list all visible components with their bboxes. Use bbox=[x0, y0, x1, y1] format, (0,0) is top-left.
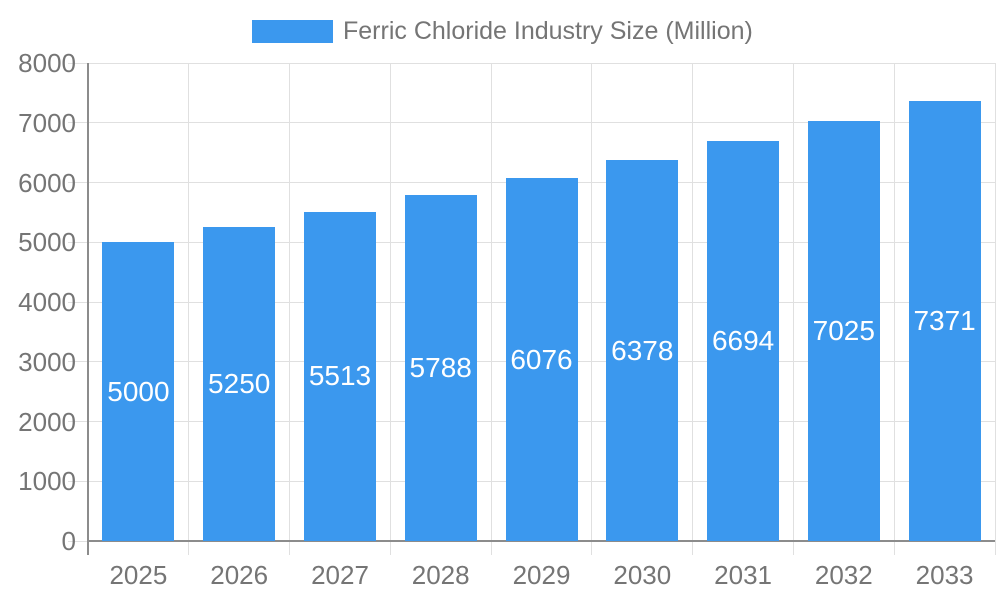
bar-value-label: 6076 bbox=[510, 343, 573, 375]
v-gridline bbox=[591, 63, 593, 555]
x-tick-label: 2032 bbox=[814, 560, 873, 590]
bar-value-label: 6694 bbox=[711, 325, 775, 356]
chart-legend: Ferric Chloride Industry Size (Million) bbox=[0, 0, 1000, 55]
v-gridline bbox=[490, 63, 492, 555]
bar-value-label: 7025 bbox=[812, 315, 875, 347]
bar[interactable] bbox=[203, 227, 276, 541]
bar[interactable] bbox=[404, 195, 477, 541]
x-axis-line bbox=[88, 540, 995, 542]
bar[interactable] bbox=[606, 159, 679, 541]
x-tick-label: 2026 bbox=[210, 560, 269, 590]
bar-value-label: 5000 bbox=[107, 375, 170, 407]
bar-value-label: 5250 bbox=[208, 368, 271, 400]
bar-value-label: 5788 bbox=[409, 352, 472, 384]
x-tick-label: 2028 bbox=[411, 560, 470, 590]
v-gridline bbox=[994, 63, 996, 555]
legend-label: Ferric Chloride Industry Size (Million) bbox=[343, 17, 753, 45]
y-tick-label: 7000 bbox=[18, 107, 76, 138]
y-tick-label: 6000 bbox=[18, 167, 76, 198]
y-tick-label: 2000 bbox=[18, 406, 76, 437]
v-gridline bbox=[692, 63, 694, 555]
x-tick-label: 2029 bbox=[512, 560, 571, 590]
x-tick-label: 2025 bbox=[109, 560, 168, 590]
bar-value-label: 7371 bbox=[913, 304, 976, 336]
x-tick-label: 2033 bbox=[915, 560, 974, 590]
y-tick-label: 1000 bbox=[18, 466, 76, 497]
x-tick-label: 2031 bbox=[714, 560, 772, 590]
v-gridline bbox=[188, 63, 190, 555]
y-axis-line bbox=[87, 63, 89, 555]
bar[interactable] bbox=[807, 121, 880, 541]
legend-swatch bbox=[252, 20, 333, 43]
bar[interactable] bbox=[303, 211, 376, 541]
x-tick-label: 2030 bbox=[613, 560, 672, 590]
bar[interactable] bbox=[707, 141, 780, 541]
bar[interactable] bbox=[505, 178, 578, 541]
v-gridline bbox=[893, 63, 895, 555]
bar[interactable] bbox=[102, 242, 175, 542]
y-tick-label: 3000 bbox=[18, 346, 76, 377]
y-tick-label: 4000 bbox=[18, 287, 76, 317]
y-tick-label: 8000 bbox=[18, 48, 76, 78]
y-tick-label: 5000 bbox=[18, 227, 76, 258]
x-tick-label: 2027 bbox=[311, 560, 369, 590]
v-gridline bbox=[389, 63, 391, 555]
bar[interactable] bbox=[908, 100, 981, 541]
bar-value-label: 5513 bbox=[308, 360, 372, 392]
y-tick-label: 0 bbox=[61, 526, 76, 556]
v-gridline bbox=[289, 63, 291, 555]
bar-value-label: 6378 bbox=[611, 334, 674, 366]
h-gridline bbox=[68, 122, 995, 124]
h-gridline bbox=[68, 62, 995, 64]
v-gridline bbox=[792, 63, 794, 555]
